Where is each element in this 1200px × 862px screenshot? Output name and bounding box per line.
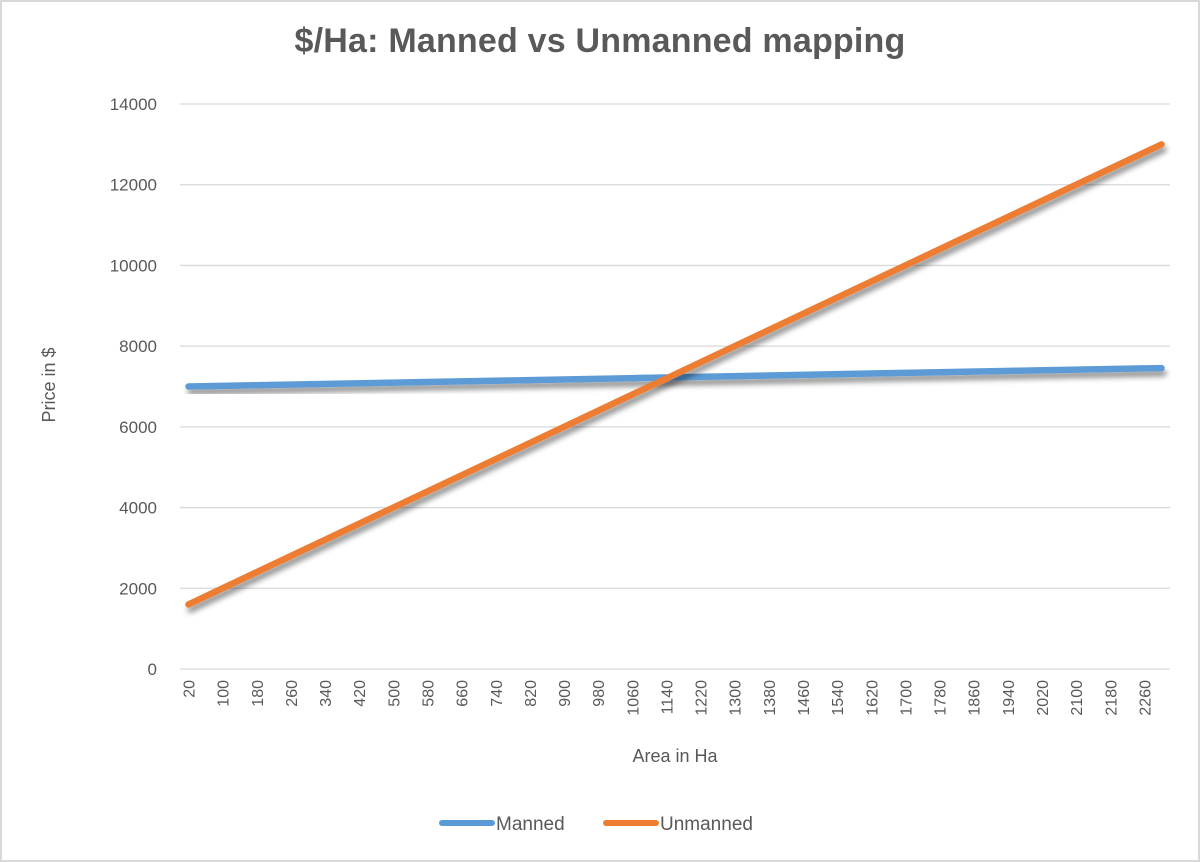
x-tick-label: 1300 [728,680,745,716]
y-tick-label: 12000 [110,176,157,195]
legend-item-manned[interactable]: Manned [439,814,565,835]
x-tick-label: 820 [523,680,540,707]
x-tick-label: 740 [489,680,506,707]
x-tick-label: 2260 [1137,680,1154,716]
x-axis-ticks: 20 100 180 260 340 420 500 580 660 740 820 900 980 10… [182,680,1155,716]
x-tick-label: 900 [557,680,574,707]
x-tick-label: 660 [455,680,472,707]
series-lines [185,141,1165,608]
y-axis-ticks: 0 2000 4000 6000 8000 10000 12000 14000 [110,95,157,679]
x-tick-label: 420 [352,680,369,707]
x-tick-label: 1620 [864,680,881,716]
x-tick-label: 980 [591,680,608,707]
x-tick-label: 1060 [625,680,642,716]
series-line-unmanned[interactable] [185,141,1165,608]
gridlines [180,103,1170,670]
x-axis-title: Area in Ha [632,746,718,766]
y-tick-label: 6000 [119,418,157,437]
legend-label-manned: Manned [496,814,565,835]
chart-title: $/Ha: Manned vs Unmanned mapping [294,22,906,60]
y-tick-label: 8000 [119,337,157,356]
x-tick-label: 1940 [1001,680,1018,716]
x-tick-label: 1140 [659,680,676,715]
x-tick-label: 1700 [898,680,915,716]
x-tick-label: 1540 [830,680,847,716]
y-tick-label: 4000 [119,499,157,518]
x-tick-label: 20 [182,680,199,698]
y-tick-label: 0 [148,660,157,679]
x-tick-label: 260 [284,680,301,707]
y-tick-label: 14000 [110,95,157,114]
x-tick-label: 1380 [762,680,779,716]
x-tick-label: 2100 [1069,680,1086,716]
x-tick-label: 1220 [694,680,711,716]
x-tick-label: 340 [318,680,335,707]
y-tick-label: 10000 [110,256,157,275]
x-tick-label: 500 [386,680,403,707]
x-tick-label: 1780 [933,680,950,716]
x-tick-label: 180 [250,680,267,707]
x-tick-label: 2180 [1103,680,1120,716]
x-tick-label: 1460 [796,680,813,716]
y-axis-title: Price in $ [39,347,59,422]
x-tick-label: 1860 [967,680,984,716]
legend-item-unmanned[interactable]: Unmanned [603,814,753,835]
legend: Manned Unmanned [439,814,753,835]
x-tick-label: 100 [216,680,233,707]
x-tick-label: 2020 [1035,680,1052,716]
y-tick-label: 2000 [119,579,157,598]
x-tick-label: 580 [421,680,438,707]
legend-label-unmanned: Unmanned [660,814,753,835]
